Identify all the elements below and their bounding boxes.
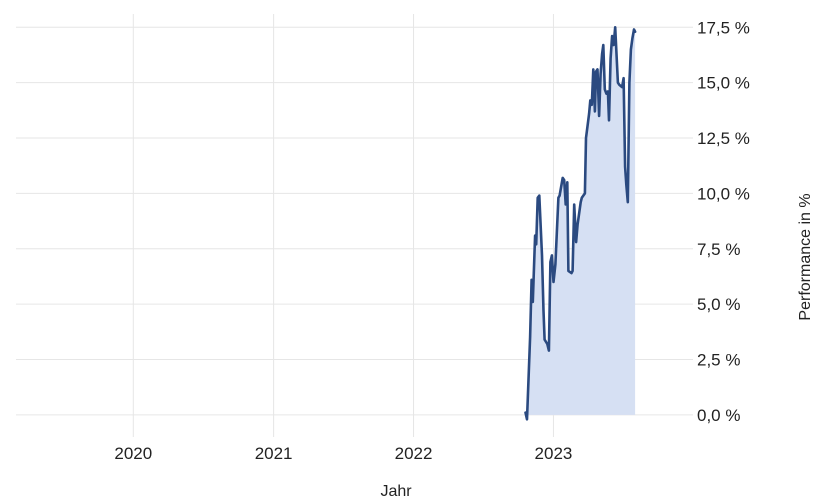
line-layer	[524, 26, 637, 421]
y-tick-label: 7,5 %	[697, 240, 740, 259]
y-tick-label: 5,0 %	[697, 295, 740, 314]
y-tick-label: 17,5 %	[697, 18, 750, 37]
y-tick-label: 12,5 %	[697, 129, 750, 148]
x-tick-label: 2022	[395, 444, 433, 463]
x-axis-title: Jahr	[380, 483, 412, 498]
y-tick-label: 0,0 %	[697, 406, 740, 425]
grid-lines	[16, 14, 693, 437]
y-tick-label: 15,0 %	[697, 74, 750, 93]
series-area-fill	[525, 27, 636, 420]
x-tick-label: 2020	[114, 444, 152, 463]
x-tick-labels: 2020 2021 2022 2023	[114, 444, 572, 463]
x-tick-label: 2021	[255, 444, 293, 463]
area-fill-layer	[525, 27, 636, 420]
y-axis-title: Performance in %	[797, 193, 813, 320]
y-tick-labels: 0,0 % 2,5 % 5,0 % 7,5 % 10,0 % 12,5 % 15,0 % 17…	[697, 18, 750, 425]
y-tick-label: 2,5 %	[697, 350, 740, 369]
x-tick-label: 2023	[535, 444, 573, 463]
y-tick-label: 10,0 %	[697, 184, 750, 203]
series-line	[524, 26, 637, 421]
